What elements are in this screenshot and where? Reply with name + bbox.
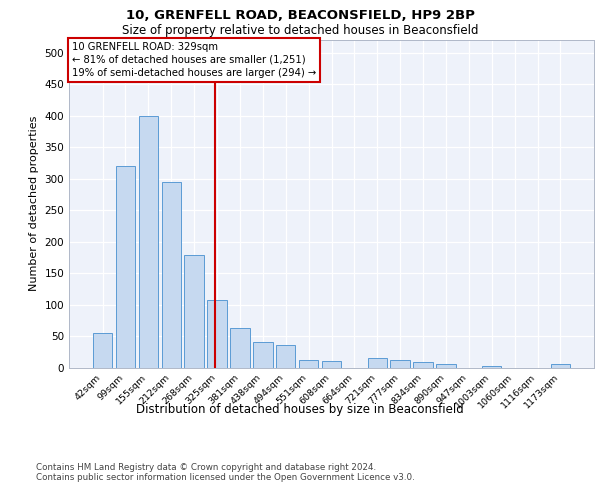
Bar — [230, 328, 250, 368]
Bar — [93, 333, 112, 368]
Y-axis label: Number of detached properties: Number of detached properties — [29, 116, 39, 292]
Bar — [551, 364, 570, 368]
Text: Contains HM Land Registry data © Crown copyright and database right 2024.
Contai: Contains HM Land Registry data © Crown c… — [36, 462, 415, 482]
Bar — [276, 345, 295, 368]
Bar — [391, 360, 410, 368]
Bar — [368, 358, 387, 368]
Bar — [253, 342, 272, 367]
Text: Size of property relative to detached houses in Beaconsfield: Size of property relative to detached ho… — [122, 24, 478, 37]
Text: 10, GRENFELL ROAD, BEACONSFIELD, HP9 2BP: 10, GRENFELL ROAD, BEACONSFIELD, HP9 2BP — [125, 9, 475, 22]
Bar — [299, 360, 319, 368]
Bar — [436, 364, 455, 368]
Text: 10 GRENFELL ROAD: 329sqm
← 81% of detached houses are smaller (1,251)
19% of sem: 10 GRENFELL ROAD: 329sqm ← 81% of detach… — [71, 42, 316, 78]
Bar — [139, 116, 158, 368]
Bar — [208, 300, 227, 368]
Bar — [413, 362, 433, 368]
Bar — [482, 366, 502, 368]
Bar — [116, 166, 135, 368]
Bar — [322, 361, 341, 368]
Bar — [184, 256, 204, 368]
Text: Distribution of detached houses by size in Beaconsfield: Distribution of detached houses by size … — [136, 402, 464, 415]
Bar — [161, 182, 181, 368]
